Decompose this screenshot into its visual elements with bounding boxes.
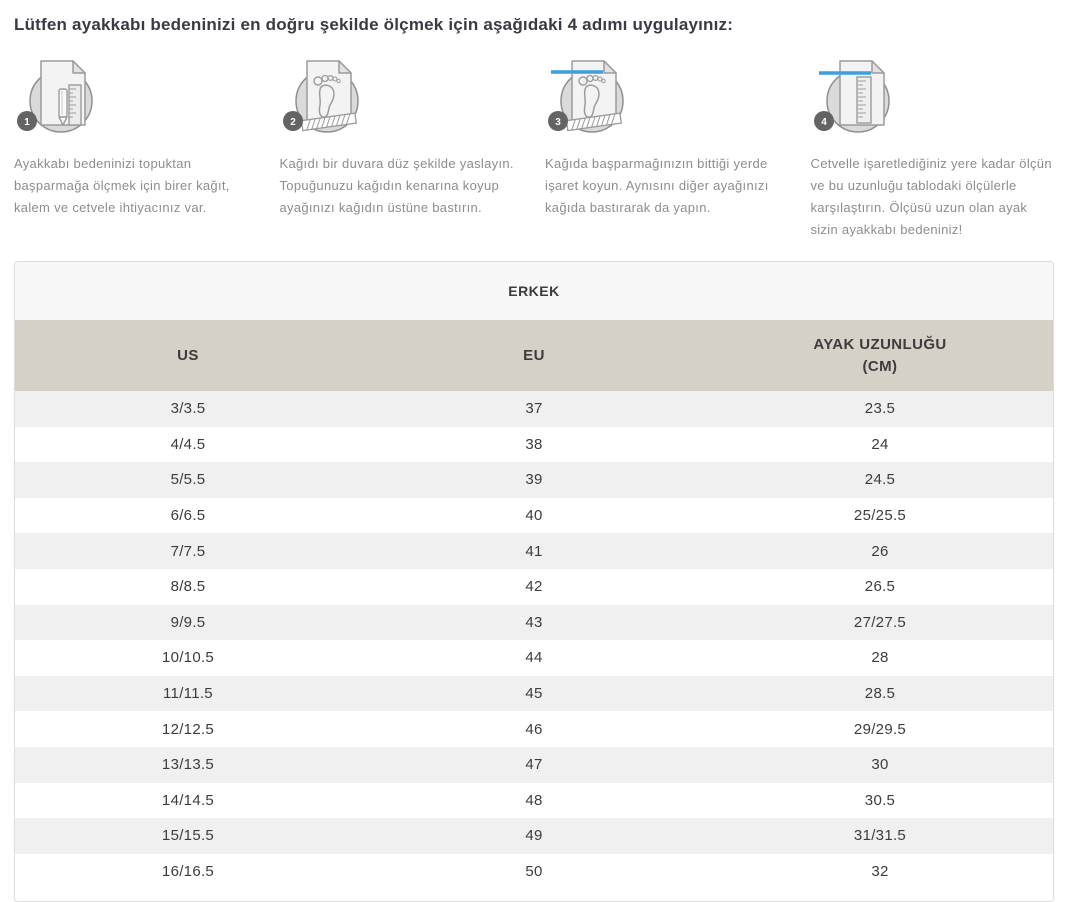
step-number: 4 — [821, 117, 827, 128]
table-row: 11/11.5 45 28.5 — [15, 675, 1053, 712]
step-text: Kağıdı bir duvara düz şekilde yaslayın. … — [279, 156, 514, 215]
size-table: ERKEK US EU AYAK UZUNLUĞU (CM) 3/3.5 37 23… — [15, 262, 1053, 890]
table-cell: 8/8.5 — [15, 568, 361, 605]
table-row: 10/10.5 44 28 — [15, 640, 1053, 676]
hatched-ground — [300, 112, 357, 132]
table-cell: 30 — [707, 746, 1053, 783]
table-cell: 38 — [361, 426, 707, 463]
table-row: 8/8.5 42 26.5 — [15, 568, 1053, 605]
table-cell: 46 — [361, 711, 707, 747]
table-cell: 10/10.5 — [15, 640, 361, 676]
table-cell: 24 — [707, 426, 1053, 463]
table-cell: 49 — [361, 818, 707, 854]
table-row: 3/3.5 37 23.5 — [15, 391, 1053, 427]
table-cell: 42 — [361, 568, 707, 605]
table-cell: 43 — [361, 604, 707, 641]
foot-on-paper-icon: 2 — [280, 55, 524, 141]
table-cell: 12/12.5 — [15, 711, 361, 747]
table-cell: 16/16.5 — [15, 853, 361, 890]
step-number-badge — [282, 111, 303, 131]
column-header-us: US — [15, 320, 361, 391]
step-text: Ayakkabı bedeninizi topuktan başparmağa … — [14, 156, 230, 215]
step-number: 2 — [290, 117, 296, 128]
table-row: 16/16.5 50 32 — [15, 853, 1053, 890]
step-number: 3 — [555, 117, 561, 128]
step-number-badge — [548, 111, 568, 131]
table-column-header-row: US EU AYAK UZUNLUĞU (CM) — [15, 320, 1053, 391]
table-cell: 28.5 — [707, 675, 1053, 712]
table-cell: 41 — [361, 533, 707, 569]
step-number: 1 — [24, 117, 30, 128]
paper-pencil-ruler-icon-svg: 1 — [17, 60, 93, 133]
measurement-steps: 1 Ayakkabı bedeninizi topuktan başparmağ… — [14, 55, 1054, 241]
table-cell: 5/5.5 — [15, 462, 361, 498]
step-number-badge — [813, 111, 834, 131]
table-cell: 48 — [361, 782, 707, 819]
column-header-eu: EU — [361, 320, 707, 391]
table-row: 15/15.5 49 31/31.5 — [15, 818, 1053, 854]
table-row: 14/14.5 48 30.5 — [15, 782, 1053, 819]
step-text: Kağıda başparmağınızın bittiği yerde işa… — [545, 156, 769, 215]
table-cell: 26.5 — [707, 568, 1053, 605]
step-1: 1 Ayakkabı bedeninizi topuktan başparmağ… — [14, 55, 258, 241]
table-cell: 23.5 — [707, 391, 1053, 427]
table-cell: 26 — [707, 533, 1053, 569]
table-cell: 30.5 — [707, 782, 1053, 819]
table-cell: 13/13.5 — [15, 746, 361, 783]
foot-on-paper-icon-svg: 2 — [282, 60, 359, 133]
table-row: 4/4.5 38 24 — [15, 426, 1053, 463]
step-number-badge — [17, 111, 37, 131]
hatched-ground — [565, 112, 623, 132]
ruler-measure-paper-icon: 4 — [811, 55, 1055, 141]
table-cell: 11/11.5 — [15, 675, 361, 712]
table-cell: 25/25.5 — [707, 497, 1053, 534]
table-cell: 24.5 — [707, 462, 1053, 498]
group-header-label: ERKEK — [15, 262, 1053, 320]
column-header-foot-length-line2: (CM) — [862, 357, 898, 375]
table-cell: 6/6.5 — [15, 497, 361, 534]
table-cell: 4/4.5 — [15, 426, 361, 463]
table-cell: 29/29.5 — [707, 711, 1053, 747]
table-cell: 7/7.5 — [15, 533, 361, 569]
table-cell: 44 — [361, 640, 707, 676]
ruler-measure-paper-icon-svg: 4 — [813, 60, 890, 133]
table-row: 13/13.5 47 30 — [15, 746, 1053, 783]
column-header-foot-length: AYAK UZUNLUĞU (CM) — [707, 320, 1053, 391]
table-row: 9/9.5 43 27/27.5 — [15, 604, 1053, 641]
table-row: 7/7.5 41 26 — [15, 533, 1053, 569]
table-cell: 45 — [361, 675, 707, 712]
paper-pencil-ruler-icon: 1 — [14, 55, 258, 141]
table-cell: 28 — [707, 640, 1053, 676]
table-cell: 3/3.5 — [15, 391, 361, 427]
foot-mark-on-paper-icon: 3 — [545, 55, 789, 141]
step-3: 3 Kağıda başparmağınızın bittiği yerde i… — [545, 55, 789, 241]
table-cell: 15/15.5 — [15, 818, 361, 854]
table-cell: 32 — [707, 853, 1053, 890]
table-row: 12/12.5 46 29/29.5 — [15, 711, 1053, 747]
table-cell: 40 — [361, 497, 707, 534]
table-row: 6/6.5 40 25/25.5 — [15, 497, 1053, 534]
table-cell: 47 — [361, 746, 707, 783]
table-cell: 31/31.5 — [707, 818, 1053, 854]
size-table-body: 3/3.5 37 23.5 4/4.5 38 24 5/5.5 39 24.5 6/6.5 40 25… — [15, 391, 1053, 890]
table-row: 5/5.5 39 24.5 — [15, 462, 1053, 498]
step-2: 2 Kağıdı bir duvara düz şekilde yaslayın… — [280, 55, 524, 241]
table-cell: 14/14.5 — [15, 782, 361, 819]
table-group-header-row: ERKEK — [15, 262, 1053, 320]
table-cell: 39 — [361, 462, 707, 498]
table-cell: 27/27.5 — [707, 604, 1053, 641]
table-cell: 37 — [361, 391, 707, 427]
foot-mark-on-paper-icon-svg: 3 — [548, 60, 624, 133]
column-header-foot-length-line1: AYAK UZUNLUĞU — [813, 335, 947, 353]
step-4: 4 Cetvelle işaretlediğiniz yere kadar öl… — [811, 55, 1055, 241]
table-cell: 9/9.5 — [15, 604, 361, 641]
table-cell: 50 — [361, 853, 707, 890]
step-text: Cetvelle işaretlediğiniz yere kadar ölçü… — [810, 156, 1052, 237]
size-table-card: ERKEK US EU AYAK UZUNLUĞU (CM) 3/3.5 37 23… — [14, 261, 1054, 902]
page-title: Lütfen ayakkabı bedeninizi en doğru şeki… — [14, 15, 734, 34]
